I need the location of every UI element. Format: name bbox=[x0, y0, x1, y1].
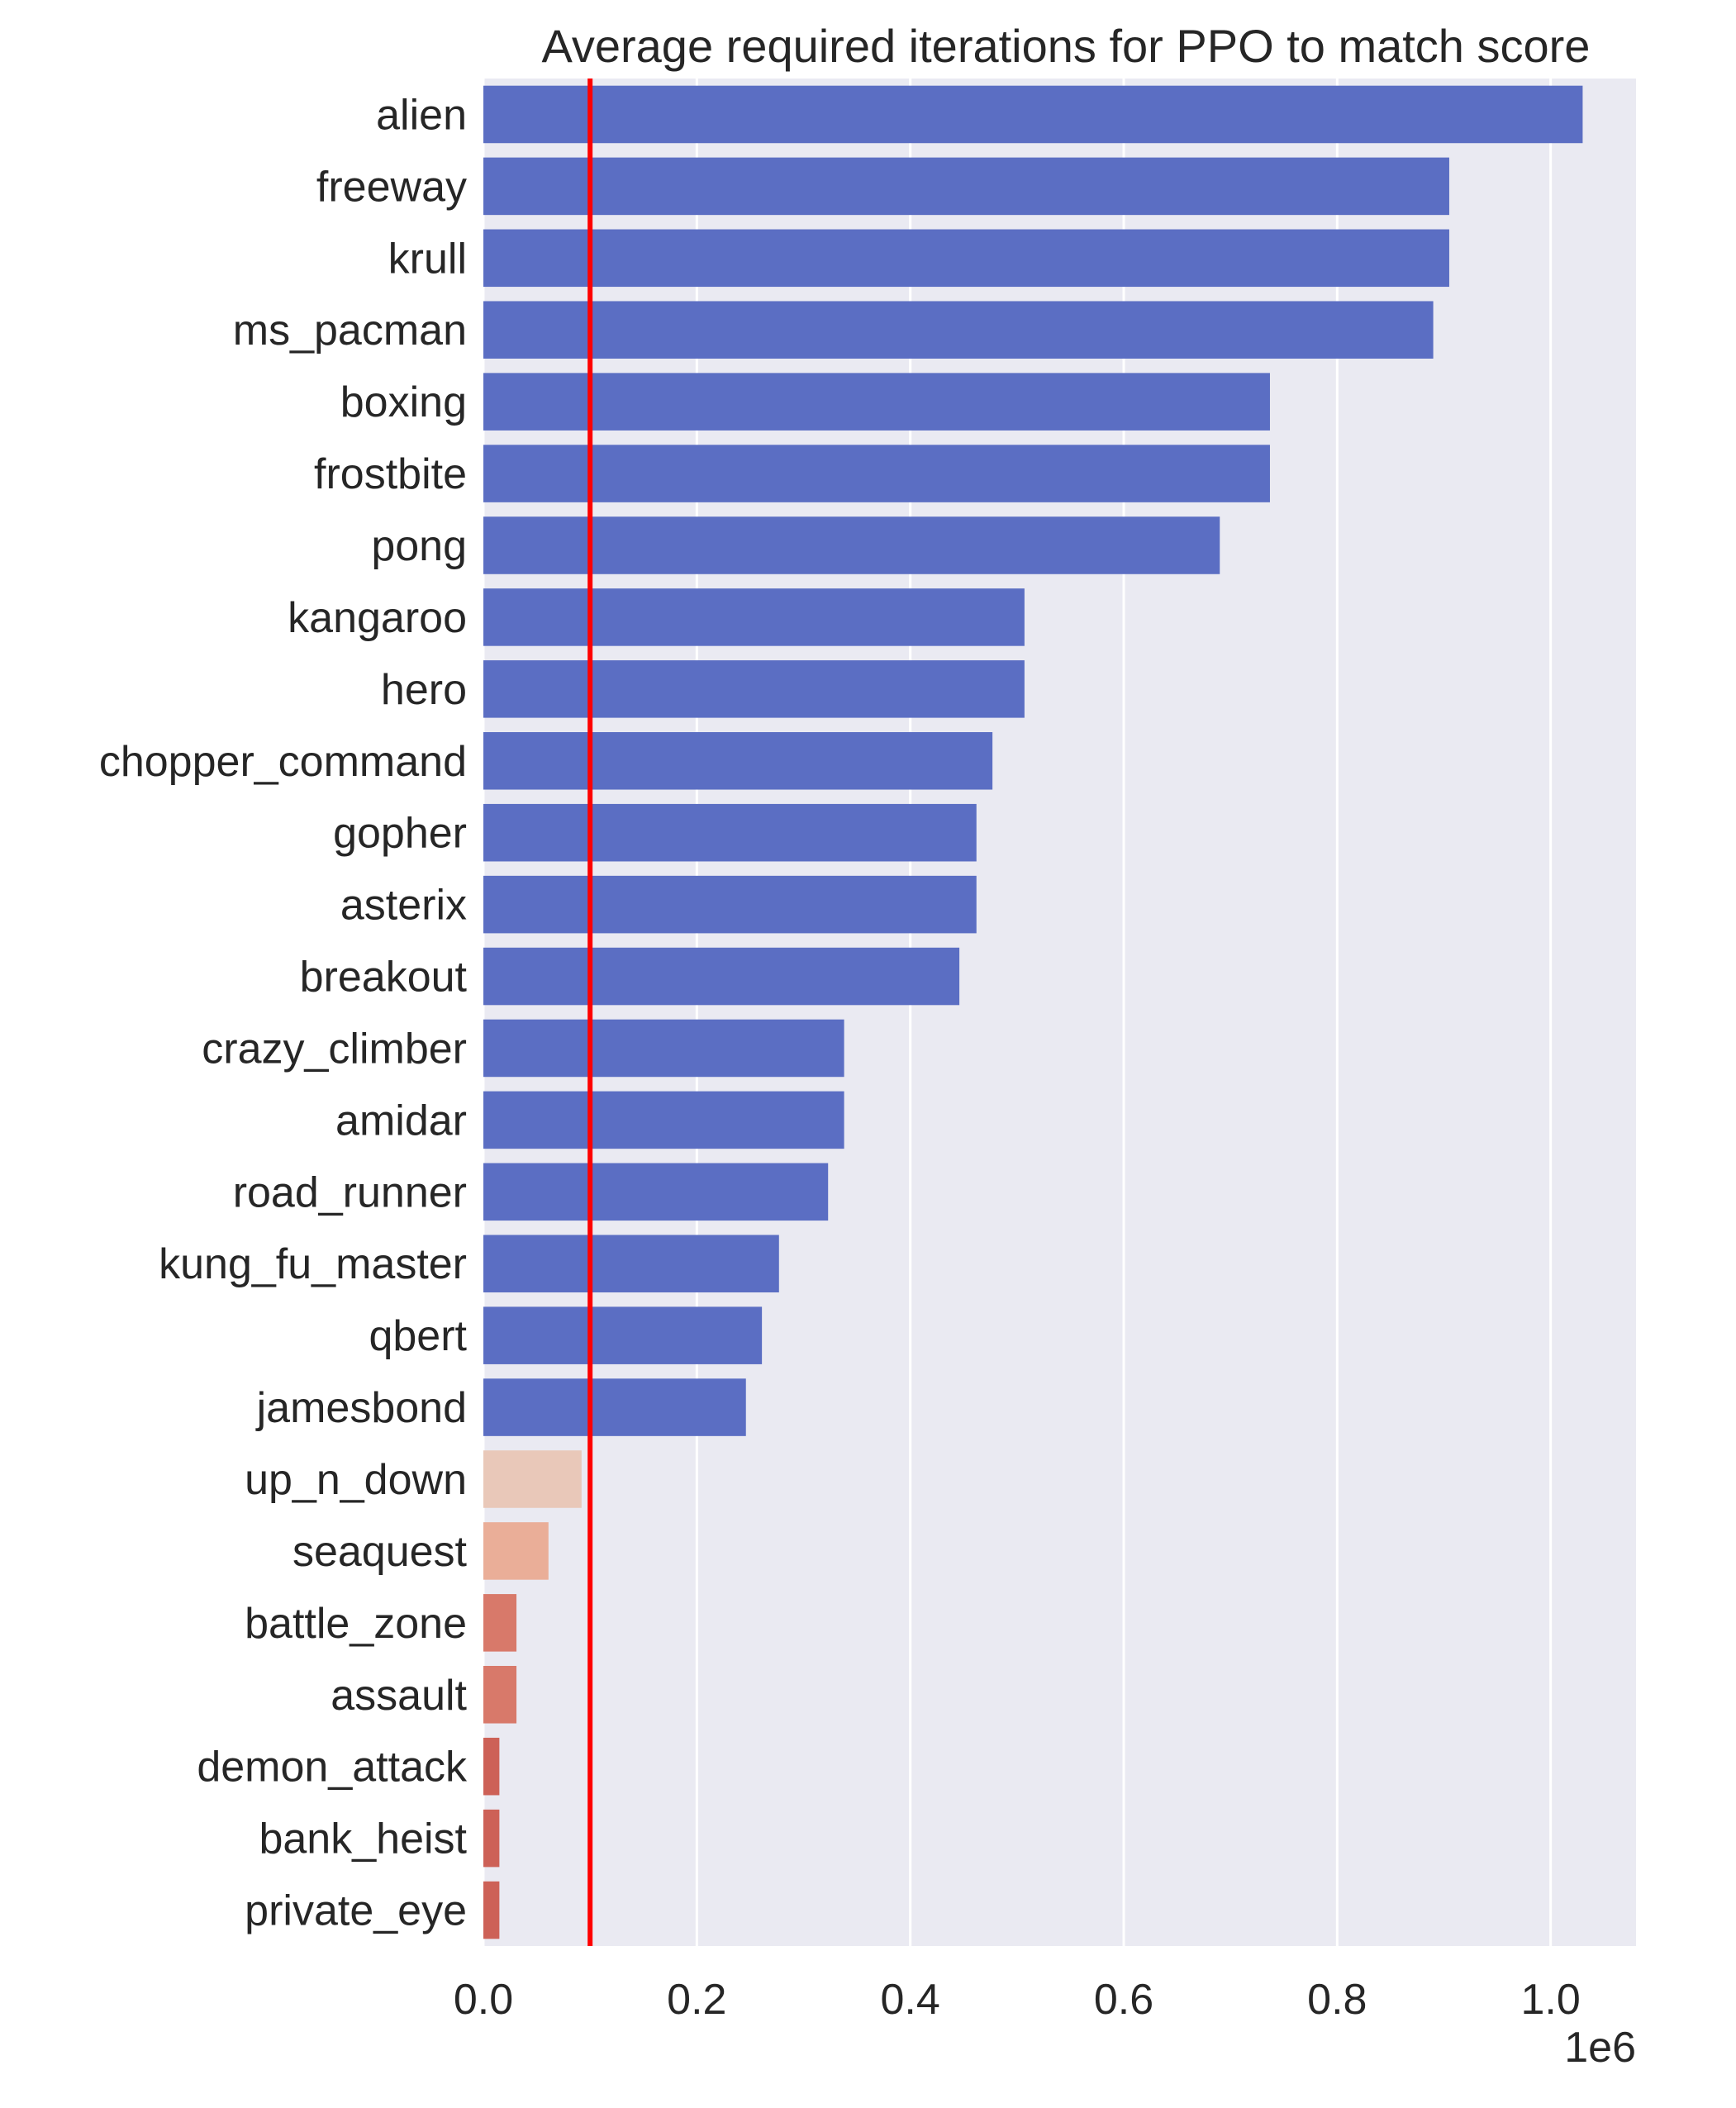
category-label-crazy_climber: crazy_climber bbox=[202, 1025, 467, 1073]
category-label-bank_heist: bank_heist bbox=[259, 1815, 467, 1863]
category-label-chopper_command: chopper_command bbox=[99, 738, 467, 786]
category-label-boxing: boxing bbox=[340, 378, 467, 426]
x-tick-labels: 0.0 0.2 0.4 0.6 0.8 1.0 bbox=[454, 1976, 1581, 2024]
bar-road_runner bbox=[483, 1163, 829, 1221]
x-tick-label-0: 0.0 bbox=[454, 1976, 513, 2024]
bar-gopher bbox=[483, 803, 977, 862]
category-label-kung_fu_master: kung_fu_master bbox=[159, 1240, 467, 1288]
category-label-battle_zone: battle_zone bbox=[245, 1600, 467, 1648]
bar-jamesbond bbox=[483, 1378, 746, 1436]
bar-assault bbox=[483, 1666, 517, 1724]
bar-asterix bbox=[483, 875, 977, 934]
x-tick-label-3: 0.6 bbox=[1094, 1976, 1153, 2024]
bar-frostbite bbox=[483, 445, 1270, 502]
x-offset-label: 1e6 bbox=[1564, 2024, 1636, 2072]
bar-qbert bbox=[483, 1306, 763, 1364]
bar-boxing bbox=[483, 373, 1270, 431]
bar-up_n_down bbox=[483, 1450, 582, 1508]
category-label-amidar: amidar bbox=[335, 1097, 467, 1144]
bar-private_eye bbox=[483, 1881, 500, 1939]
category-label-ms_pacman: ms_pacman bbox=[233, 307, 467, 355]
category-label-jamesbond: jamesbond bbox=[255, 1384, 467, 1432]
category-label-pong: pong bbox=[371, 522, 467, 570]
bar-krull bbox=[483, 229, 1449, 288]
bar-kung_fu_master bbox=[483, 1235, 779, 1292]
category-label-frostbite: frostbite bbox=[314, 450, 467, 498]
category-label-demon_attack: demon_attack bbox=[197, 1744, 468, 1792]
category-label-road_runner: road_runner bbox=[233, 1168, 467, 1216]
bar-demon_attack bbox=[483, 1737, 500, 1796]
category-label-alien: alien bbox=[376, 91, 467, 139]
bar-crazy_climber bbox=[483, 1019, 844, 1078]
bar-amidar bbox=[483, 1091, 844, 1149]
bar-alien bbox=[483, 85, 1583, 144]
category-label-gopher: gopher bbox=[333, 810, 467, 858]
bar-breakout bbox=[483, 947, 960, 1006]
category-label-kangaroo: kangaroo bbox=[288, 594, 467, 642]
bar-hero bbox=[483, 660, 1025, 718]
category-label-private_eye: private_eye bbox=[245, 1887, 467, 1935]
bar-freeway bbox=[483, 157, 1449, 216]
category-label-qbert: qbert bbox=[369, 1312, 467, 1360]
category-label-krull: krull bbox=[388, 235, 467, 283]
x-tick-label-5: 1.0 bbox=[1521, 1976, 1581, 2024]
bar-seaquest bbox=[483, 1522, 549, 1580]
bar-ms_pacman bbox=[483, 301, 1434, 359]
category-label-up_n_down: up_n_down bbox=[245, 1456, 467, 1504]
category-label-seaquest: seaquest bbox=[293, 1528, 468, 1576]
category-label-freeway: freeway bbox=[316, 163, 467, 211]
bar-bank_heist bbox=[483, 1809, 500, 1868]
x-tick-label-1: 0.2 bbox=[667, 1976, 726, 2024]
bar-battle_zone bbox=[483, 1594, 517, 1652]
category-label-breakout: breakout bbox=[300, 954, 468, 1002]
bars bbox=[483, 85, 1583, 1939]
x-tick-label-2: 0.4 bbox=[881, 1976, 940, 2024]
category-label-hero: hero bbox=[381, 666, 467, 714]
bar-pong bbox=[483, 516, 1220, 574]
category-label-asterix: asterix bbox=[340, 882, 467, 930]
x-tick-label-4: 0.8 bbox=[1307, 1976, 1367, 2024]
chart-title: Average required iterations for PPO to m… bbox=[542, 20, 1591, 72]
bar-kangaroo bbox=[483, 588, 1025, 646]
bar-chopper_command bbox=[483, 732, 993, 790]
category-label-assault: assault bbox=[331, 1672, 467, 1720]
